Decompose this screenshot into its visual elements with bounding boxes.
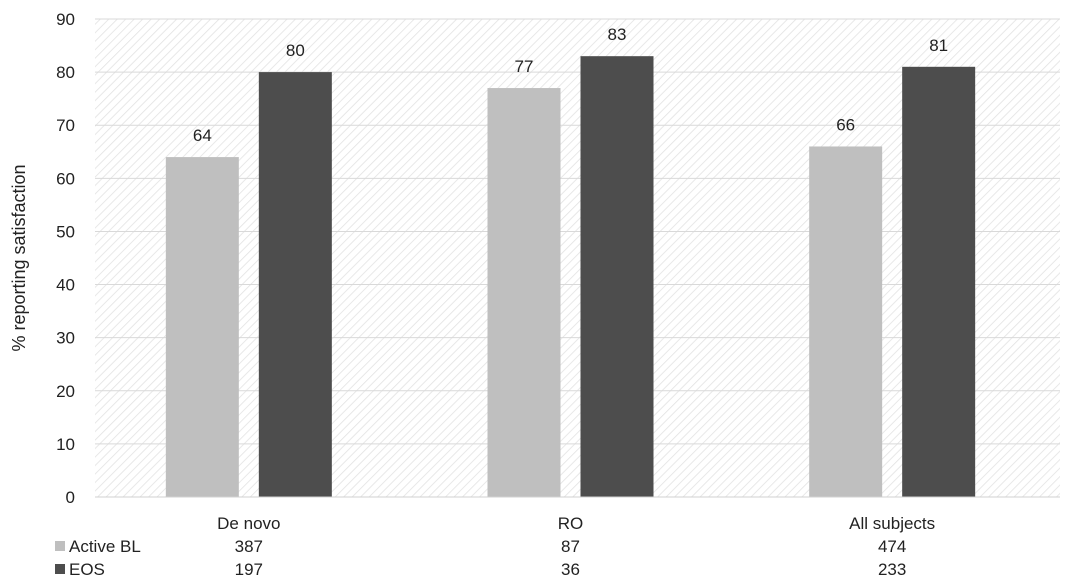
category-label: All subjects — [849, 514, 935, 533]
n-value: 474 — [878, 537, 906, 556]
data-labels: 64 80 77 83 66 81 — [193, 25, 948, 145]
y-tick-label: 60 — [56, 169, 75, 188]
category-label: De novo — [217, 514, 280, 533]
y-tick-label: 50 — [56, 222, 75, 241]
data-label: 64 — [193, 126, 212, 145]
data-label: 77 — [515, 57, 534, 76]
legend-swatch — [55, 541, 65, 551]
bar-active-bl-0 — [165, 157, 239, 498]
category-label: RO — [558, 514, 584, 533]
y-tick-label: 10 — [56, 435, 75, 454]
legend-swatch — [55, 564, 65, 574]
bar-eos-1 — [580, 56, 654, 498]
y-tick-label: 80 — [56, 63, 75, 82]
gridlines — [95, 18, 1060, 445]
n-table: 387 197 87 36 474 233 Active BL EOS — [55, 537, 906, 579]
y-tick-label: 0 — [66, 488, 75, 507]
legend-label: Active BL — [69, 537, 141, 556]
n-value: 233 — [878, 560, 906, 579]
data-label: 81 — [929, 36, 948, 55]
n-value: 197 — [235, 560, 263, 579]
bar-active-bl-2 — [809, 146, 883, 497]
y-axis-title: % reporting satisfaction — [9, 164, 29, 351]
data-label: 80 — [286, 41, 305, 60]
bar-eos-0 — [258, 72, 332, 497]
y-tick-label: 30 — [56, 329, 75, 348]
legend-label: EOS — [69, 560, 105, 579]
n-value: 87 — [561, 537, 580, 556]
bar-active-bl-1 — [487, 88, 561, 498]
n-value: 387 — [235, 537, 263, 556]
y-tick-label: 90 — [56, 10, 75, 29]
data-label: 66 — [836, 115, 855, 134]
bar-eos-2 — [902, 66, 976, 498]
y-tick-label: 70 — [56, 116, 75, 135]
bars — [165, 56, 976, 498]
category-labels: De novo RO All subjects — [217, 514, 935, 533]
y-tick-label: 40 — [56, 276, 75, 295]
y-axis: 0 10 20 30 40 50 60 70 80 90 — [56, 10, 75, 507]
plot-area — [95, 19, 1060, 497]
data-label: 83 — [608, 25, 627, 44]
y-tick-label: 20 — [56, 382, 75, 401]
n-value: 36 — [561, 560, 580, 579]
